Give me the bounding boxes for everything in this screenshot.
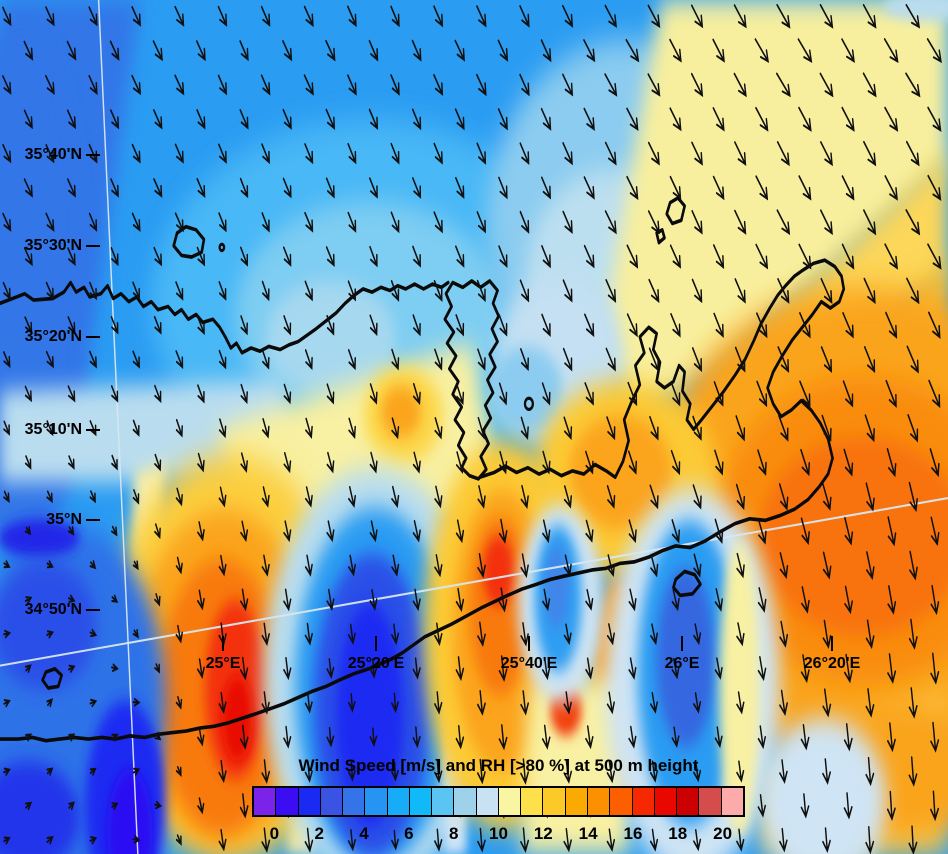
- y-tick-mark: [86, 336, 100, 338]
- colorbar-tick-label: 4: [359, 824, 369, 843]
- colorbar-tick-label: 12: [533, 824, 553, 843]
- colorbar-cell: [342, 788, 365, 815]
- x-tick-mark: [222, 636, 224, 651]
- colorbar-tick-label: 10: [489, 824, 508, 843]
- colorbar: [252, 786, 745, 817]
- coastline: [172, 224, 206, 259]
- contour-blob: [0, 561, 97, 690]
- coastline: [672, 569, 702, 598]
- contour-blob: [883, 0, 948, 21]
- colorbar-cell: [653, 788, 677, 815]
- y-tick-mark: [86, 609, 100, 611]
- y-tick-label: 34°50'N: [24, 601, 82, 618]
- contour-blob: [482, 536, 515, 607]
- colorbar-cell: [408, 788, 432, 815]
- x-tick-label: 25°20'E: [347, 655, 405, 672]
- colorbar-title: Wind Speed [m/s] and RH [>80 %] at 500 m…: [298, 756, 699, 775]
- coastline: [0, 258, 846, 743]
- colorbar-cell: [475, 788, 498, 815]
- y-tick-label: 35°30'N: [24, 237, 82, 254]
- colorbar-tick-label: 2: [314, 824, 324, 843]
- contour-blob: [759, 437, 948, 636]
- contour-blob: [569, 415, 673, 530]
- x-tick-label: 26°E: [664, 655, 700, 672]
- colorbar-tick-label: 8: [448, 824, 459, 843]
- contour-blob: [107, 769, 153, 854]
- colorbar-cell: [453, 788, 476, 815]
- y-tick-label: 35°40'N: [24, 146, 82, 163]
- contour-blob: [0, 518, 80, 558]
- colorbar-cell: [254, 788, 276, 815]
- colorbar-cell: [631, 788, 654, 815]
- colorbar-tick-label: 6: [404, 824, 414, 843]
- colorbar-cell: [364, 788, 387, 815]
- contour-blob: [610, 0, 948, 419]
- coastline: [0, 280, 450, 355]
- coastline: [655, 228, 666, 245]
- colorbar-cell: [676, 788, 699, 815]
- contour-blob: [265, 280, 396, 396]
- colorbar-tick-label: 18: [668, 824, 688, 843]
- colorbar-cell: [698, 788, 721, 815]
- colorbar-tick-label: 0: [269, 824, 280, 843]
- islet: [218, 242, 226, 253]
- colorbar-cell: [520, 788, 543, 815]
- colorbar-cell: [720, 788, 743, 815]
- colorbar-cell: [431, 788, 454, 815]
- coastline: [443, 279, 500, 481]
- colorbar-cell: [609, 788, 632, 815]
- colorbar-cell: [275, 788, 298, 815]
- colorbar-cell: [586, 788, 610, 815]
- x-tick-label: 25°40'E: [500, 655, 558, 672]
- contour-blob: [719, 542, 760, 837]
- x-tick-label: 26°20'E: [803, 655, 861, 672]
- y-tick-mark: [86, 154, 100, 156]
- coastline: [665, 196, 686, 226]
- y-tick-mark: [86, 245, 100, 247]
- x-tick-mark: [528, 636, 530, 651]
- y-tick-label: 35°N: [46, 511, 82, 528]
- wind-arrow-field: [2, 3, 942, 854]
- contour-blob: [380, 386, 422, 438]
- graticule-meridian: [97, 0, 139, 854]
- colorbar-tick-label: 14: [578, 824, 598, 843]
- y-tick-mark: [86, 519, 100, 521]
- contour-blob: [760, 718, 887, 854]
- colorbar-cell: [386, 788, 409, 815]
- graticule-parallel: [0, 497, 948, 667]
- islet: [523, 396, 534, 412]
- x-tick-mark: [681, 636, 683, 651]
- x-tick-label: 25°E: [205, 655, 241, 672]
- x-tick-mark: [831, 636, 833, 651]
- colorbar-cell: [297, 788, 320, 815]
- colorbar-cell: [542, 788, 565, 815]
- y-tick-label: 35°20'N: [24, 328, 82, 345]
- colorbar-tick-label: 20: [713, 824, 733, 843]
- colorbar-cell: [319, 788, 343, 815]
- colorbar-cell: [497, 788, 521, 815]
- colorbar-tick-label: 16: [623, 824, 643, 843]
- contour-blob: [0, 761, 80, 854]
- colorbar-cell: [564, 788, 587, 815]
- contour-blob: [490, 346, 563, 436]
- coastline: [41, 666, 63, 690]
- x-tick-mark: [375, 636, 377, 651]
- y-tick-mark: [86, 429, 100, 431]
- y-tick-label: 35°10'N: [24, 421, 82, 438]
